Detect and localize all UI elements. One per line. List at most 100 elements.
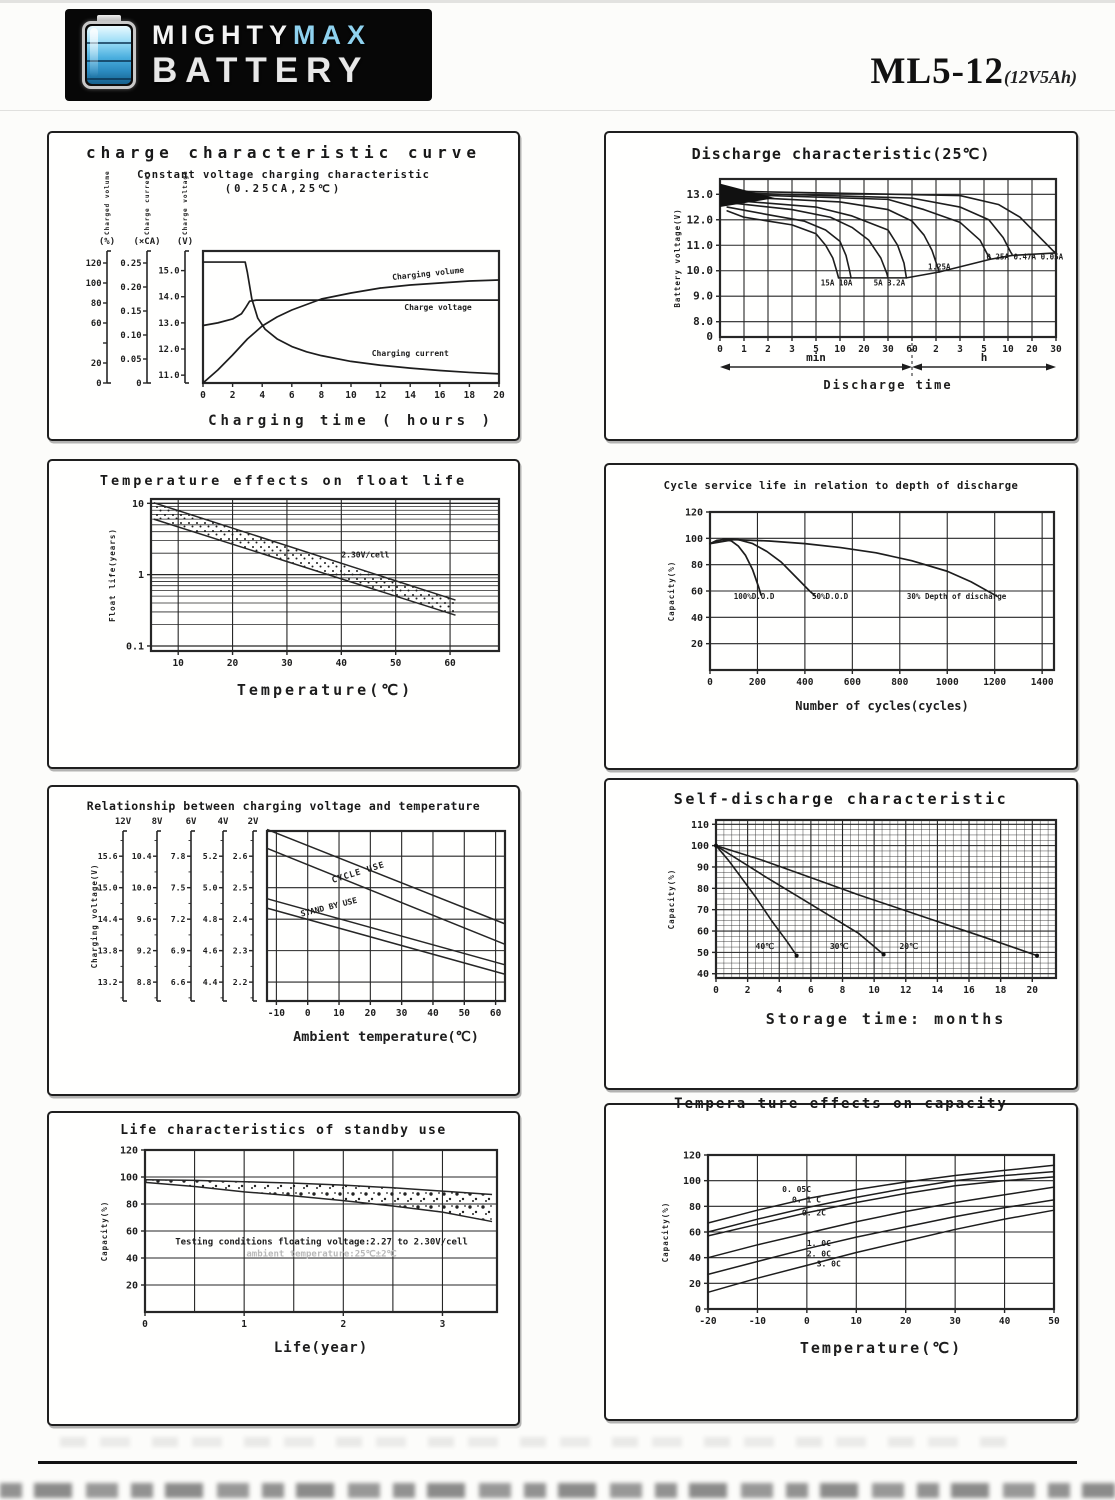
svg-text:20℃: 20℃ [899,942,918,951]
chart-title-charge-characteristic: charge characteristic curve [85,143,482,162]
svg-text:Life(year): Life(year) [274,1340,368,1356]
svg-text:120: 120 [120,1146,138,1157]
svg-text:120: 120 [86,259,102,269]
svg-text:(×CA): (×CA) [133,237,160,247]
charge-characteristic-plot: 0 2 4 6 8 10 12 14 16 18 20 Charging time ( hours )… [51,170,516,431]
svg-text:0: 0 [200,390,206,401]
svg-text:2: 2 [340,1319,346,1330]
svg-text:Charged volume: Charged volume [104,170,111,235]
svg-text:1000: 1000 [936,677,959,688]
svg-text:min: min [806,351,826,364]
svg-text:4.8: 4.8 [203,914,218,924]
svg-text:-20: -20 [699,1316,716,1327]
svg-text:110: 110 [691,820,709,831]
svg-text:Number of cycles(cycles): Number of cycles(cycles) [795,699,968,713]
svg-text:0: 0 [695,1305,701,1316]
model-title-block: ML5-12(12V5Ah) [871,50,1077,93]
svg-text:120: 120 [685,508,703,519]
footer-faint-smudge [60,1437,1020,1447]
svg-text:50: 50 [459,1008,471,1019]
svg-text:8.0: 8.0 [693,315,713,328]
svg-text:10.0: 10.0 [687,264,714,277]
svg-text:13.0: 13.0 [687,188,714,201]
svg-text:80: 80 [689,1202,701,1213]
svg-text:3: 3 [957,344,963,355]
svg-text:0.25A 0.47A 0.05A: 0.25A 0.47A 0.05A [986,252,1063,261]
self-discharge-plot: 0 2 4 6 8 10 12 14 16 18 20 Storage time: months 40 5… [608,808,1074,1048]
svg-text:Charging current: Charging current [372,348,449,358]
svg-text:2: 2 [745,985,751,996]
svg-text:8V: 8V [152,817,163,827]
svg-text:50: 50 [697,948,709,959]
svg-text:2.5: 2.5 [233,883,248,893]
svg-text:20: 20 [1026,344,1038,355]
svg-text:6: 6 [289,390,295,401]
svg-text:40: 40 [126,1254,138,1265]
float-life-plot: 10 20 30 40 50 60 Temperature(℃) 0.1 1 10 Float li… [51,489,516,719]
svg-text:80: 80 [691,560,703,571]
svg-text:2V: 2V [248,817,259,827]
svg-text:0. 05C: 0. 05C [782,1185,811,1194]
svg-text:Capacity(%): Capacity(%) [100,1201,109,1262]
svg-text:Temperature(℃): Temperature(℃) [237,681,413,699]
svg-text:60: 60 [444,658,456,669]
svg-text:10: 10 [345,390,357,401]
svg-text:2.3: 2.3 [233,946,248,956]
svg-text:4.4: 4.4 [203,977,218,987]
svg-text:600: 600 [844,677,861,688]
svg-text:16: 16 [434,390,446,401]
brand-logo: MIGHTYMAX BATTERY [65,9,432,101]
svg-text:40: 40 [427,1008,439,1019]
svg-text:800: 800 [891,677,908,688]
svg-text:3: 3 [789,344,795,355]
chart-title-discharge-characteristic: Discharge characteristic(25℃) [691,145,991,163]
chart-title-standby-life: Life characteristics of standby use [120,1123,447,1138]
svg-text:30: 30 [949,1316,961,1327]
chart-panel-charging-voltage-temperature: Relationship between charging voltage an… [47,785,520,1096]
svg-text:4.6: 4.6 [203,946,218,956]
svg-text:6V: 6V [186,817,197,827]
svg-text:6.9: 6.9 [171,946,186,956]
svg-text:40: 40 [689,1253,701,1264]
svg-text:16: 16 [963,985,975,996]
svg-text:10: 10 [851,1316,863,1327]
svg-text:1: 1 [241,1319,247,1330]
svg-text:100: 100 [685,534,703,545]
svg-text:12: 12 [375,390,386,401]
svg-text:7.5: 7.5 [171,883,186,893]
svg-text:2: 2 [230,390,236,401]
svg-text:30: 30 [1050,344,1062,355]
svg-text:13.2: 13.2 [98,977,118,987]
svg-text:100: 100 [691,841,709,852]
svg-text:50%D.O.D: 50%D.O.D [812,592,849,601]
svg-text:2: 2 [765,344,771,355]
svg-text:2: 2 [933,344,939,355]
footer-rule [38,1461,1077,1464]
svg-text:80: 80 [126,1200,138,1211]
charging-voltage-temperature-plot: -10 0 10 20 30 40 50 60 Ambient temperature(℃) Ch… [51,813,516,1061]
svg-text:0.1: 0.1 [126,641,144,652]
svg-text:Battery voltage(V): Battery voltage(V) [673,208,682,307]
svg-text:20: 20 [227,658,239,669]
svg-text:60: 60 [697,927,709,938]
svg-text:40: 40 [691,613,703,624]
svg-text:13.0: 13.0 [158,319,179,329]
svg-text:8: 8 [319,390,325,401]
svg-text:0.05: 0.05 [120,355,141,365]
chart-panel-temperature-capacity: Tempera ture effects on capacity -20 -10 0… [604,1096,1078,1421]
svg-text:Charging voltage(V): Charging voltage(V) [90,864,99,969]
svg-text:Capacity(%): Capacity(%) [667,561,676,622]
svg-text:0. 1 C: 0. 1 C [792,1195,821,1204]
svg-text:100%D.O.D: 100%D.O.D [734,592,775,601]
svg-text:7.2: 7.2 [171,914,186,924]
svg-text:20: 20 [858,344,870,355]
svg-text:200: 200 [749,677,766,688]
svg-text:20: 20 [365,1008,377,1019]
discharge-characteristic-plot: 0 1 2 3 5 10 20 30 60 2 3 5 10 20 30 8.0 9.0 10.0 11.0 12.0… [608,163,1074,415]
svg-text:40℃: 40℃ [756,942,775,951]
svg-text:-10: -10 [268,1008,285,1019]
svg-text:1200: 1200 [983,677,1006,688]
svg-text:30: 30 [882,344,894,355]
svg-text:10: 10 [834,344,846,355]
svg-text:3: 3 [440,1319,446,1330]
